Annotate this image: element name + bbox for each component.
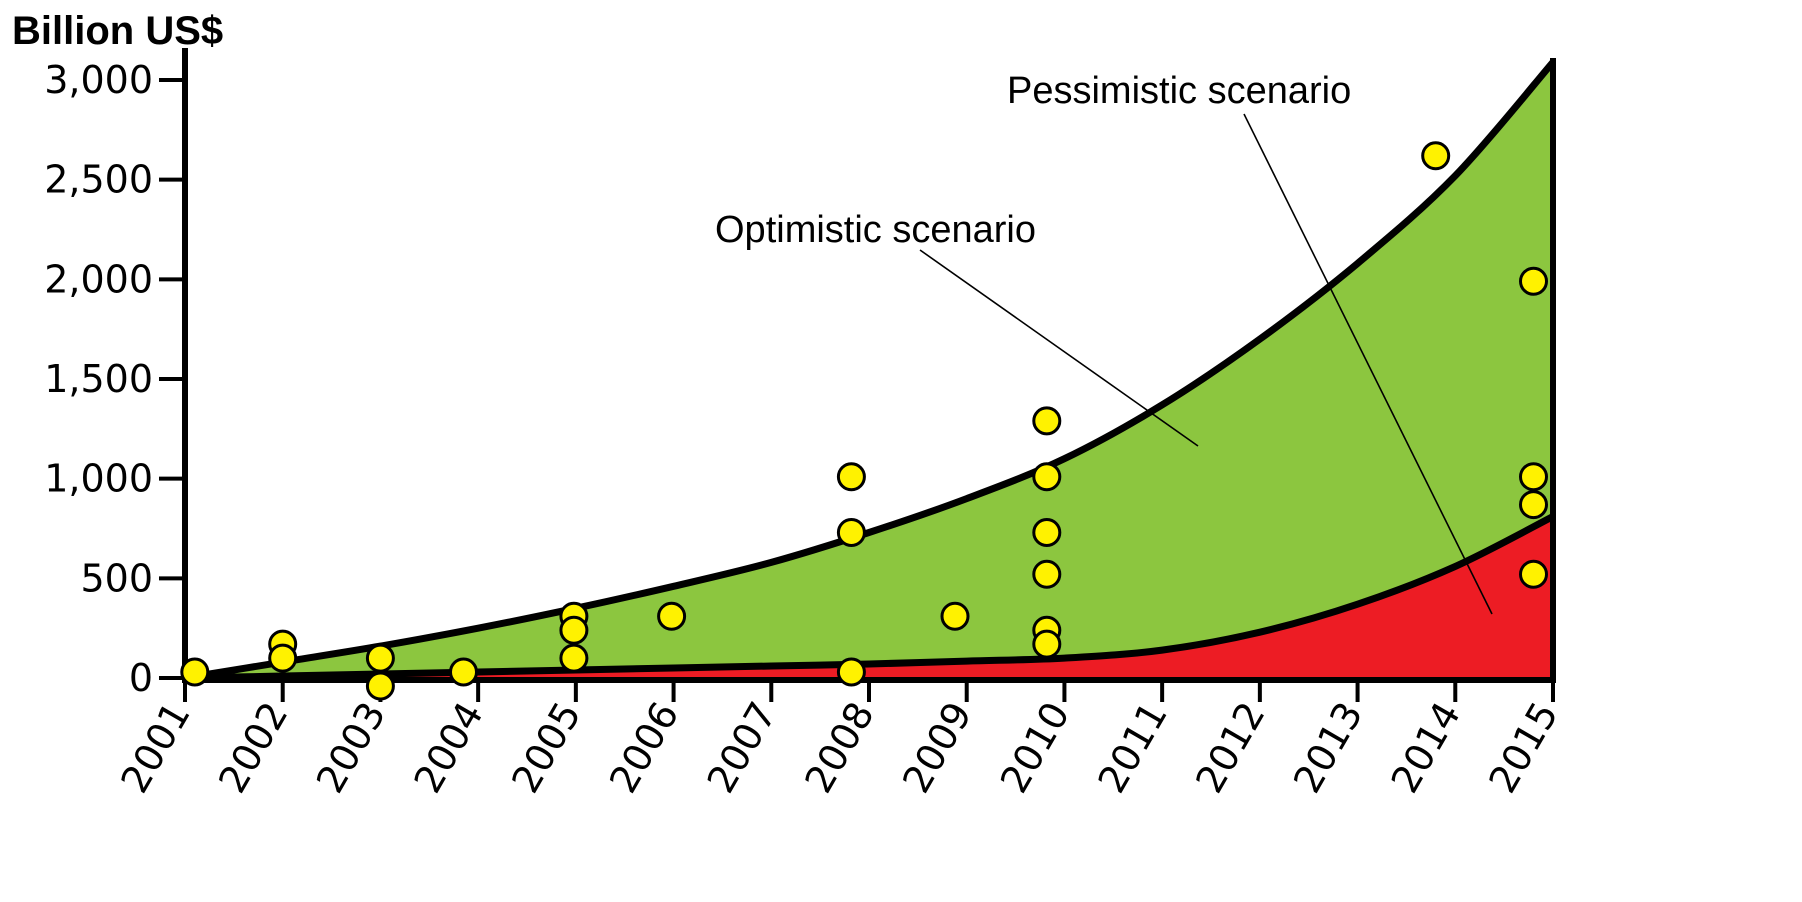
estimate-points	[180, 141, 1548, 701]
x-tick-label: 2014	[1383, 695, 1469, 801]
estimate-point	[1519, 266, 1548, 296]
x-tick-label: 2012	[1187, 695, 1273, 801]
y-tick-label: 500	[80, 556, 153, 600]
y-axis-ticks: 0 500 1,000 1,500 2,000 2,500 3,000	[44, 58, 185, 700]
estimate-point	[559, 615, 589, 645]
x-tick-label: 2007	[699, 695, 785, 801]
estimate-point	[1519, 490, 1548, 520]
optimistic-scenario-leader-line	[919, 249, 1199, 447]
optimistic-scenario-label: Optimistic scenario	[715, 209, 1036, 251]
y-tick-label: 2,000	[44, 257, 153, 301]
estimate-point	[365, 643, 395, 673]
y-tick-label: 2,500	[44, 158, 153, 202]
estimate-point	[1519, 462, 1548, 492]
x-tick-label: 2003	[308, 695, 394, 801]
pessimistic-scenario-leader-line	[1243, 113, 1493, 615]
y-tick-label: 3,000	[44, 58, 153, 102]
estimate-point	[1519, 559, 1548, 589]
estimate-point	[1032, 518, 1062, 547]
x-tick-label: 2011	[1089, 695, 1175, 801]
x-tick-label: 2010	[992, 695, 1078, 801]
estimate-point	[940, 601, 970, 631]
y-axis-unit-label: Billion US$	[12, 9, 223, 53]
estimate-point	[1032, 629, 1062, 659]
pessimistic-scenario-line	[184, 513, 1555, 682]
x-tick-label: 2001	[112, 695, 198, 801]
optimistic-scenario-area	[185, 62, 1553, 679]
x-tick-label: 2013	[1285, 695, 1371, 801]
estimate-point	[365, 671, 395, 701]
x-tick-label: 2006	[601, 695, 687, 801]
estimate-point	[268, 643, 298, 673]
estimate-point	[449, 657, 478, 687]
estimate-point	[180, 657, 210, 687]
estimate-point	[1032, 559, 1062, 589]
estimate-point	[836, 518, 866, 547]
optimistic-scenario-line	[184, 59, 1556, 682]
pessimistic-scenario-label: Pessimistic scenario	[1007, 70, 1351, 112]
x-axis-ticks: 2001 2002 2003 2004 2005 2006 2007 2008 2009 2010…	[112, 678, 1567, 801]
y-tick-label: 1,500	[44, 357, 153, 401]
estimate-point	[657, 601, 687, 631]
y-tick-label: 0	[129, 656, 153, 700]
pessimistic-scenario-area	[185, 516, 1553, 678]
estimate-point	[1421, 141, 1451, 171]
x-tick-label: 2002	[210, 695, 296, 801]
x-tick-label: 2005	[503, 695, 589, 801]
estimate-point	[836, 462, 866, 492]
y-tick-label: 1,000	[44, 457, 153, 501]
estimate-point	[1032, 462, 1062, 492]
x-tick-label: 2009	[894, 695, 980, 801]
estimate-point	[836, 657, 866, 687]
x-tick-label: 2008	[796, 695, 882, 801]
x-tick-label: 2015	[1480, 695, 1566, 801]
estimate-point	[1032, 406, 1062, 436]
estimate-point	[559, 643, 589, 673]
x-tick-label: 2004	[405, 695, 491, 801]
